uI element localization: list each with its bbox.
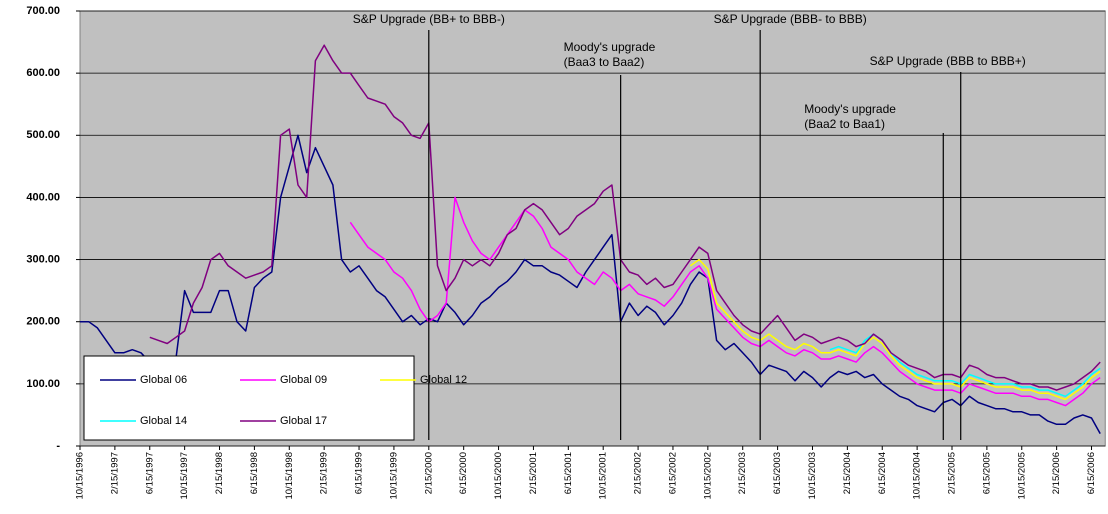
x-tick-label: 2/15/2004: [842, 452, 853, 494]
annotation-text: S&P Upgrade (BBB- to BBB): [714, 12, 867, 26]
x-tick-label: 2/15/2001: [528, 452, 539, 494]
annotation-text: Moody's upgrade: [804, 102, 896, 116]
x-tick-label: 10/15/2005: [1016, 452, 1027, 500]
x-tick-label: 10/15/2000: [493, 452, 504, 500]
x-tick-label: 2/15/2003: [737, 452, 748, 494]
x-tick-label: 6/15/1999: [354, 452, 365, 494]
series-line: [149, 44, 1101, 391]
series-line: [349, 196, 1101, 407]
annotation-text: (Baa2 to Baa1): [804, 117, 885, 131]
x-tick-label: 10/15/2003: [807, 452, 818, 500]
x-tick-label: 10/15/2004: [912, 452, 923, 500]
x-tick-label: 6/15/2000: [458, 452, 469, 494]
legend-box: [83, 355, 415, 441]
x-tick-label: 10/15/1996: [75, 452, 86, 500]
x-tick-label: 2/15/2006: [1051, 452, 1062, 494]
y-tick-label: -: [56, 440, 60, 452]
x-tick-label: 2/15/2005: [947, 452, 958, 494]
x-tick-label: 6/15/2002: [667, 452, 678, 494]
annotation-text: S&P Upgrade (BB+ to BBB-): [353, 12, 505, 26]
x-tick-label: 6/15/2003: [772, 452, 783, 494]
x-tick-label: 6/15/2005: [981, 452, 992, 494]
legend-label: Global 17: [280, 415, 327, 427]
legend-label: Global 12: [420, 374, 467, 386]
x-tick-label: 2/15/2000: [423, 452, 434, 494]
x-tick-label: 10/15/1999: [388, 452, 399, 500]
y-tick-label: 100.00: [26, 378, 60, 390]
x-tick-label: 6/15/2001: [563, 452, 574, 494]
y-tick-label: 300.00: [26, 253, 60, 265]
x-tick-label: 2/15/1998: [214, 452, 225, 494]
y-tick-label: 600.00: [26, 67, 60, 79]
annotation-text: (Baa3 to Baa2): [564, 55, 645, 69]
y-tick-label: 500.00: [26, 129, 60, 141]
x-tick-label: 2/15/1999: [319, 452, 330, 494]
series-line: [689, 258, 1101, 401]
y-tick-label: 400.00: [26, 191, 60, 203]
legend-label: Global 09: [280, 374, 327, 386]
annotation-text: S&P Upgrade (BBB to BBB+): [870, 54, 1026, 68]
x-tick-label: 2/15/2002: [633, 452, 644, 494]
x-tick-label: 6/15/2004: [877, 452, 888, 494]
x-tick-label: 10/15/1998: [284, 452, 295, 500]
annotation-text: Moody's upgrade: [564, 40, 656, 54]
x-tick-label: 6/15/1997: [144, 452, 155, 494]
y-tick-label: 200.00: [26, 316, 60, 328]
y-tick-label: 700.00: [26, 5, 60, 17]
x-tick-label: 10/15/2002: [702, 452, 713, 500]
x-tick-label: 2/15/1997: [109, 452, 120, 494]
x-tick-label: 10/15/1997: [179, 452, 190, 500]
legend-label: Global 14: [140, 415, 187, 427]
series-line: [80, 134, 1101, 434]
x-tick-label: 6/15/1998: [249, 452, 260, 494]
x-tick-label: 10/15/2001: [598, 452, 609, 500]
x-tick-label: 6/15/2006: [1086, 452, 1097, 494]
legend-label: Global 06: [140, 374, 187, 386]
